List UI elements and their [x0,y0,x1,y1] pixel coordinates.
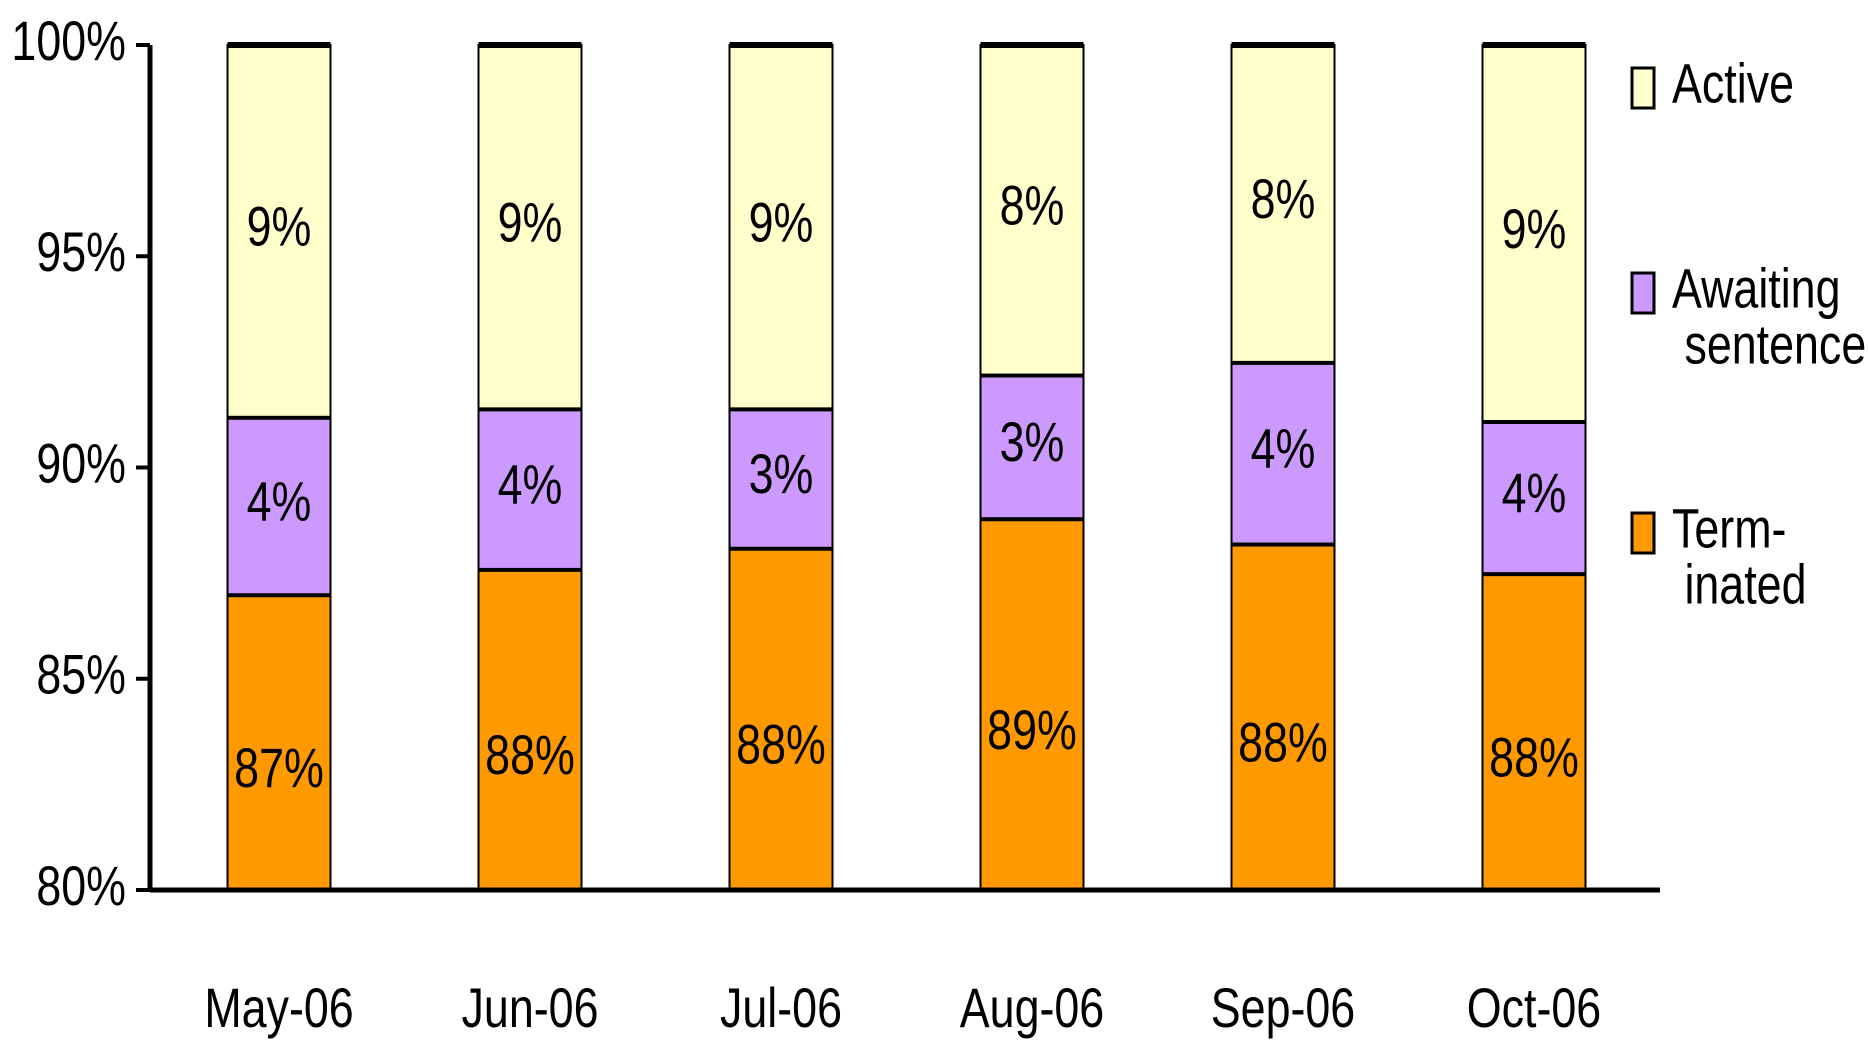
x-tick-label: Sep-06 [1211,976,1355,1039]
bar-segment [477,44,583,410]
y-tick-label: 100% [11,9,126,72]
data-label: 89% [987,698,1077,761]
data-label: 88% [1238,711,1328,774]
x-tick-label: Jul-06 [720,976,842,1039]
data-label: 87% [234,736,324,799]
bar-segment [226,415,332,596]
bar-segment [1481,420,1587,575]
data-label: 4% [1251,417,1316,480]
bar-segment [728,407,834,549]
data-label: 88% [1489,726,1579,789]
data-label: 4% [498,453,563,516]
bar-segment [1481,572,1587,891]
data-label: 4% [1502,461,1567,524]
bar-segment [477,567,583,892]
bar-segment [979,44,1085,376]
data-label: 8% [1251,167,1316,230]
legend-swatch [1630,66,1656,110]
bar-segment [226,44,332,418]
data-label: 88% [736,713,826,776]
data-label: 8% [1000,174,1065,237]
bar-segment [1481,44,1587,423]
bar-segment [1230,542,1336,891]
x-tick-label: May-06 [204,976,353,1039]
data-label: 4% [247,470,312,533]
legend-swatch [1630,511,1656,555]
x-tick-label: Oct-06 [1467,976,1601,1039]
y-tick-label: 85% [36,643,126,706]
data-label: 3% [1000,410,1065,473]
legend-label: Awaiting sentence [1672,257,1866,376]
data-label: 9% [1502,197,1567,260]
bar-segment [226,593,332,891]
legend-swatch [1630,271,1656,315]
x-tick-label: Jun-06 [462,976,599,1039]
y-tick-label: 95% [36,220,126,283]
y-tick-label: 90% [36,431,126,494]
data-label: 9% [749,191,814,254]
legend-label: Active [1672,52,1794,115]
data-label: 3% [749,442,814,505]
bar-segment [728,44,834,410]
data-label: 9% [247,195,312,258]
data-label: 9% [498,191,563,254]
y-tick-label: 80% [36,854,126,917]
bar-segment [1230,360,1336,545]
data-label: 88% [485,723,575,786]
bar-segment [477,407,583,570]
legend-label: Term- inated [1672,497,1806,616]
x-tick-label: Aug-06 [960,976,1104,1039]
bar-segment [979,517,1085,891]
bar-segment [979,373,1085,520]
